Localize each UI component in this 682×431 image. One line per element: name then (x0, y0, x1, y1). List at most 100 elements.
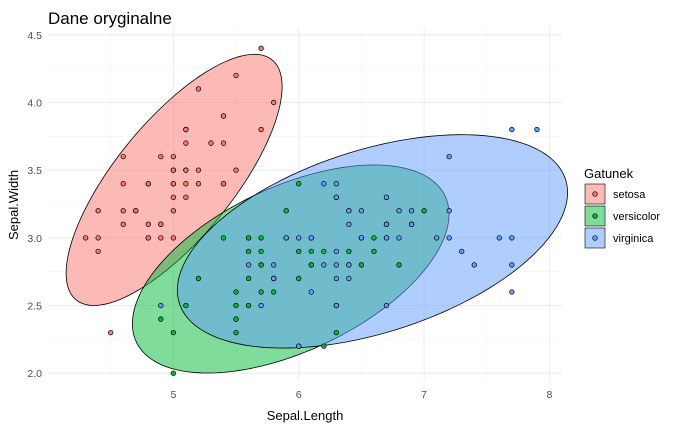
point-virginica (333, 302, 339, 309)
legend-items: setosa versicolor virginica (584, 183, 660, 249)
point-versicolor (308, 262, 314, 268)
point-versicolor (233, 329, 239, 336)
legend-item-virginica: virginica (584, 227, 654, 249)
point-setosa (195, 86, 202, 92)
point-setosa (145, 181, 151, 187)
x-tick-label: 6 (296, 389, 302, 401)
point-virginica (333, 275, 339, 282)
point-virginica (283, 235, 289, 241)
point-versicolor (333, 329, 339, 336)
point-setosa (95, 248, 101, 255)
point-setosa (120, 208, 126, 214)
point-virginica (534, 126, 540, 133)
y-tick-label: 2.0 (27, 368, 42, 380)
point-virginica (496, 235, 502, 241)
point-versicolor (245, 248, 252, 255)
legend-title: Gatunek (584, 166, 634, 181)
point-setosa (170, 181, 177, 187)
x-axis-title: Sepal.Length (267, 408, 344, 423)
point-versicolor (233, 302, 239, 309)
point-versicolor (183, 302, 189, 309)
point-virginica (258, 302, 264, 309)
point-setosa (145, 235, 151, 241)
legend-label-setosa: setosa (613, 189, 646, 201)
point-versicolor (371, 235, 377, 241)
point-versicolor (296, 248, 302, 255)
point-virginica (396, 235, 402, 241)
point-virginica (459, 248, 465, 255)
y-tick-label: 4.5 (27, 30, 42, 42)
point-virginica (383, 221, 390, 227)
point-versicolor (245, 302, 252, 309)
point-setosa (95, 235, 101, 241)
point-versicolor (158, 316, 164, 322)
axes: 5 6 7 8 2.0 2.5 3.0 3.5 4.0 4.5 (27, 30, 552, 401)
y-tick-label: 2.5 (27, 301, 42, 313)
y-tick-label: 3.5 (27, 165, 42, 177)
legend-point-virginica (592, 235, 598, 241)
y-tick-label: 4.0 (27, 97, 42, 109)
point-virginica (308, 235, 314, 241)
point-setosa (271, 99, 277, 106)
point-setosa (82, 235, 89, 241)
point-virginica (333, 262, 339, 268)
point-setosa (170, 235, 177, 241)
point-virginica (383, 302, 390, 309)
y-tick-label: 3.0 (27, 233, 42, 245)
point-setosa (195, 181, 202, 187)
point-setosa (120, 181, 126, 187)
point-setosa (220, 181, 227, 187)
point-virginica (346, 275, 352, 282)
legend-point-versicolor (592, 213, 598, 219)
point-setosa (108, 329, 114, 336)
point-virginica (396, 208, 402, 214)
point-versicolor (220, 235, 227, 241)
point-setosa (220, 140, 227, 146)
point-setosa (158, 221, 164, 227)
point-setosa (183, 167, 189, 173)
legend-item-versicolor: versicolor (584, 205, 660, 227)
point-setosa (183, 181, 189, 187)
point-virginica (509, 262, 515, 268)
point-versicolor (258, 248, 264, 255)
point-versicolor (283, 208, 289, 214)
x-tick-label: 5 (170, 389, 176, 401)
point-virginica (358, 208, 365, 214)
point-versicolor (170, 370, 177, 376)
point-versicolor (346, 248, 352, 255)
point-virginica (346, 221, 352, 227)
point-virginica (408, 221, 415, 227)
point-versicolor (233, 316, 239, 322)
point-versicolor (396, 262, 402, 268)
point-setosa (120, 153, 126, 160)
point-virginica (383, 194, 390, 200)
point-setosa (233, 167, 239, 173)
point-virginica (408, 208, 415, 214)
point-setosa (183, 126, 189, 133)
point-versicolor (321, 343, 327, 349)
x-tick-label: 8 (547, 389, 553, 401)
point-virginica (245, 262, 252, 268)
point-versicolor (170, 329, 177, 336)
point-virginica (446, 208, 452, 214)
point-setosa (170, 208, 177, 214)
point-versicolor (258, 289, 264, 295)
point-virginica (333, 194, 339, 200)
point-setosa (133, 208, 139, 214)
point-virginica (321, 262, 327, 268)
point-versicolor (296, 181, 302, 187)
point-virginica (271, 262, 277, 268)
point-versicolor (258, 262, 264, 268)
ellipse-virginica (176, 134, 568, 349)
point-versicolor (271, 289, 277, 295)
point-setosa (158, 235, 164, 241)
point-versicolor (308, 248, 314, 255)
point-virginica (296, 235, 302, 241)
point-virginica (158, 302, 164, 309)
point-versicolor (358, 262, 365, 268)
point-virginica (509, 289, 515, 295)
ellipse-setosa (65, 53, 283, 306)
point-virginica (509, 235, 515, 241)
point-virginica (433, 235, 440, 241)
point-setosa (120, 221, 126, 227)
